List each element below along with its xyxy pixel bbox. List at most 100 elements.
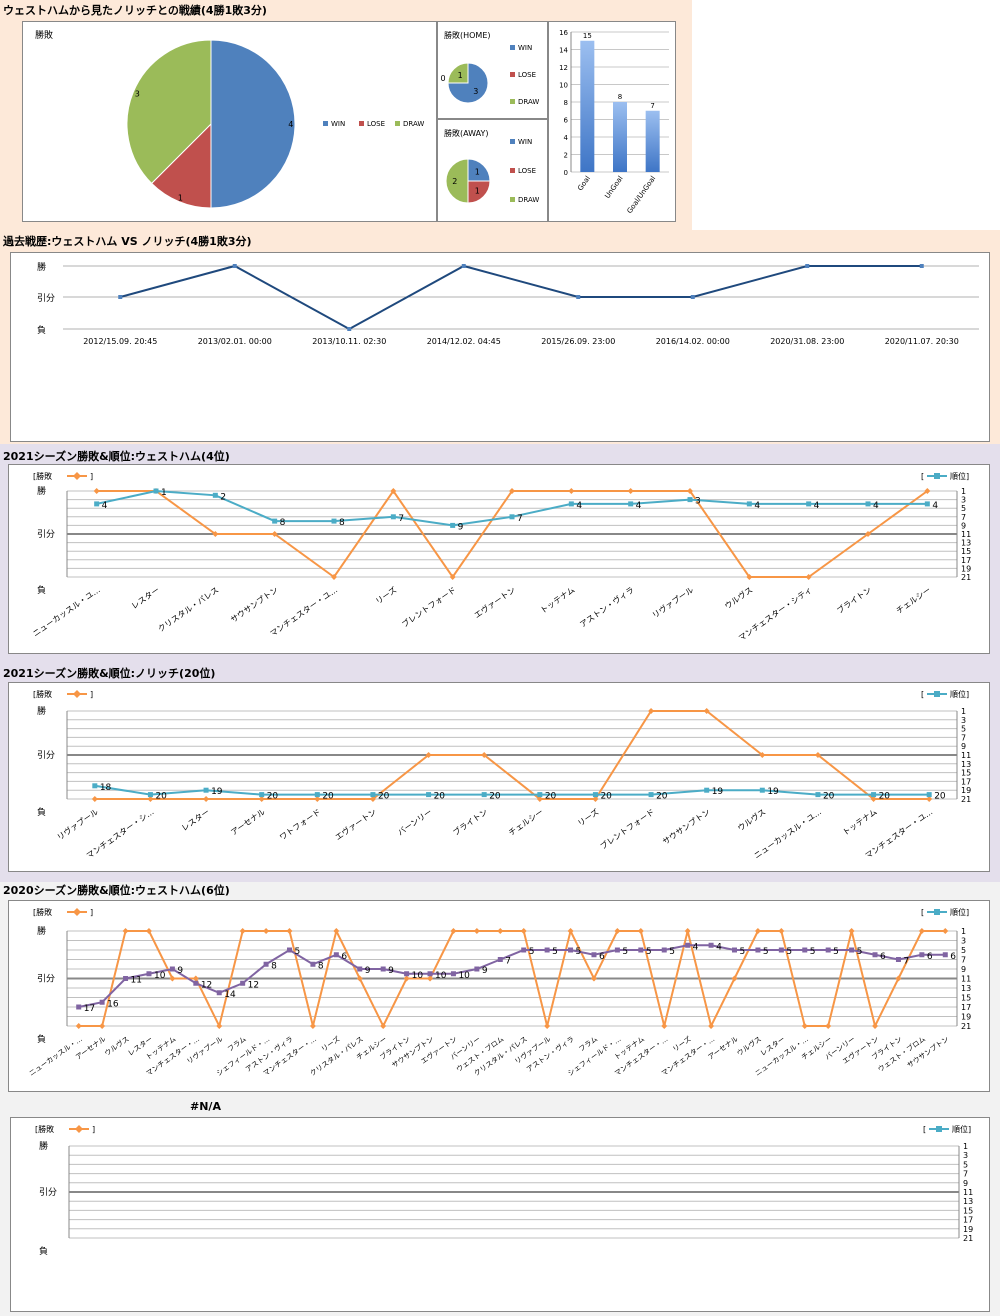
rank-tick-label: 9: [963, 1179, 968, 1188]
rank-tick-label: 17: [961, 777, 971, 786]
x-tick-label: ワトフォード: [278, 807, 322, 842]
rank-tick-label: 15: [963, 1206, 973, 1215]
legend-label: WIN: [518, 44, 532, 52]
rank-tick-label: 3: [961, 496, 966, 505]
y-category-label: 引分: [37, 293, 55, 304]
h2h-point: [805, 264, 810, 268]
pie-data-label: 3: [135, 89, 140, 98]
result-point: [145, 928, 152, 934]
bar-data-label: 8: [618, 93, 622, 101]
pie-data-label: 1: [458, 71, 463, 80]
pie-slice-draw: [126, 39, 212, 185]
x-tick-label: トッテナム: [841, 807, 879, 837]
x-tick-label: ブレントフォード: [598, 806, 656, 851]
bar-data-label: 15: [583, 32, 592, 40]
result-point: [390, 488, 397, 494]
rank-data-label: 6: [950, 952, 956, 962]
section6-title: #N/A: [190, 1100, 221, 1113]
legend-label: DRAW: [518, 98, 539, 106]
rank-data-label: 20: [879, 792, 891, 802]
legend-label: DRAW: [403, 120, 424, 128]
rank-point: [450, 522, 456, 528]
rank-data-label: 20: [823, 792, 835, 802]
result-point: [703, 708, 710, 714]
pie-title: 勝敗(HOME): [444, 30, 491, 40]
rank-tick-label: 9: [961, 965, 966, 974]
result-point: [926, 796, 933, 802]
rank-data-label: 5: [810, 947, 816, 957]
result-point: [942, 928, 949, 934]
result-point: [331, 574, 337, 580]
rank-point: [872, 952, 878, 958]
rank-data-label: 20: [489, 792, 501, 802]
rank-data-label: 5: [740, 947, 746, 957]
x-tick-label: UnGoal: [603, 175, 624, 201]
rank-data-label: 7: [903, 957, 909, 967]
rank-tick-label: 17: [963, 1216, 973, 1225]
x-tick-label: Goal: [576, 175, 592, 193]
result-point: [637, 928, 644, 934]
result-point: [427, 975, 434, 982]
rank-data-label: 18: [100, 783, 112, 793]
pie-data-label: 2: [452, 177, 457, 186]
result-point: [825, 1023, 832, 1029]
rank-point: [926, 792, 932, 798]
y-category-label: 引分: [37, 974, 55, 985]
rank-tick-label: 11: [961, 530, 971, 539]
rank-tick-label: 19: [961, 564, 971, 573]
x-tick-label: トッテナム: [539, 585, 577, 615]
result-point: [333, 928, 340, 934]
rank-point: [314, 792, 320, 798]
rank-data-label: 8: [339, 518, 345, 528]
rank-tick-label: 15: [961, 994, 971, 1003]
pie-slice-draw: [445, 158, 469, 204]
rank-tick-label: 21: [961, 1022, 971, 1031]
rank-point: [614, 947, 620, 953]
result-point: [122, 928, 129, 934]
pie-data-label: 3: [473, 87, 478, 96]
rank-point: [357, 966, 363, 972]
rank-point: [331, 518, 337, 524]
result-point: [848, 928, 855, 934]
rank-point: [169, 966, 175, 972]
diamond-marker-icon: [75, 1125, 83, 1133]
pie-slice-draw: [447, 62, 469, 84]
rank-point: [871, 792, 877, 798]
rank-data-label: 6: [880, 952, 886, 962]
rank-point: [310, 961, 316, 967]
result-legend-label: [勝敗: [33, 689, 52, 699]
rank-point: [390, 514, 396, 520]
rank-tick-label: 5: [963, 1160, 968, 1169]
nor2021-chart-panel: [勝敗][順位] 1 3 5 7 9 11 13 15 17 19 21 勝引分負 18 20 19 20 20 2…: [8, 682, 990, 872]
bar-goal: [580, 40, 595, 172]
rank-point: [537, 792, 543, 798]
rank-point: [591, 952, 597, 958]
x-tick-label: サウサンプトン: [229, 585, 280, 624]
x-tick-label: チェルシー: [895, 585, 933, 615]
rank-point: [333, 952, 339, 958]
x-tick-label: サウサンプトン: [906, 1035, 951, 1070]
rank-tick-label: 17: [961, 556, 971, 565]
y-category-label: 負: [37, 584, 46, 596]
rank-tick-label: 19: [961, 786, 971, 795]
rank-point: [568, 501, 574, 507]
rank-tick-label: 15: [961, 769, 971, 778]
x-tick-label: ウルヴス: [103, 1034, 131, 1057]
rank-tick-label: 5: [961, 504, 966, 513]
goals-chart-panel: 0 2 4 6 8 10 12 14 16 15 Goal 8 UnGoal 7 Goal/UnGoal: [548, 21, 676, 222]
rank-data-label: 4: [576, 501, 582, 511]
legend-label: WIN: [331, 120, 345, 128]
result-point: [91, 796, 98, 802]
diamond-marker-icon: [73, 690, 81, 698]
rank-point: [481, 792, 487, 798]
rank-point: [942, 952, 948, 958]
result-point: [314, 796, 321, 802]
result-point: [684, 928, 691, 934]
rank-point: [272, 518, 278, 524]
result-point: [627, 488, 634, 494]
rank-data-label: 6: [599, 952, 605, 962]
x-tick-label: クリスタル・パレス: [156, 585, 220, 634]
legend-swatch-draw: [395, 121, 400, 126]
rank-data-label: 5: [669, 947, 675, 957]
rank-legend-bracket: [: [921, 690, 924, 699]
